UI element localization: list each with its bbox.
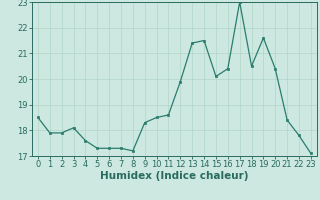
X-axis label: Humidex (Indice chaleur): Humidex (Indice chaleur) — [100, 171, 249, 181]
